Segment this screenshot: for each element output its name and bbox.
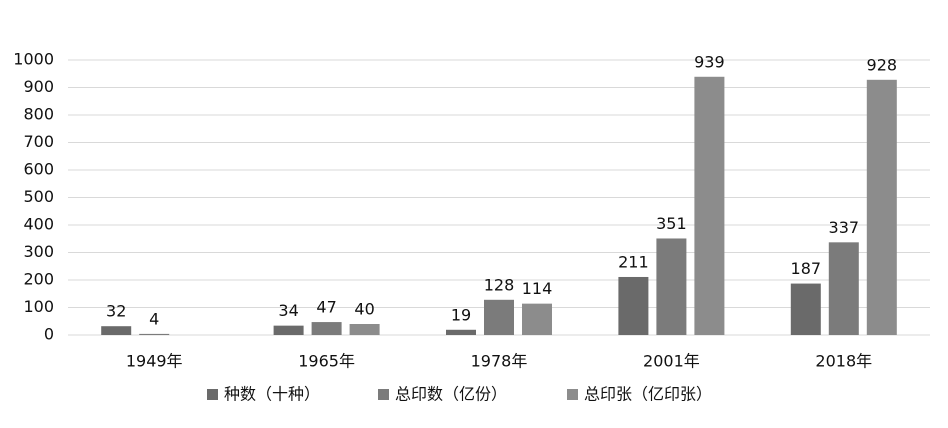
y-tick-label: 500: [23, 187, 54, 206]
data-label: 928: [867, 55, 898, 74]
bar: [484, 299, 514, 335]
bar: [618, 276, 649, 335]
data-label: 114: [522, 279, 553, 298]
bar: [828, 242, 859, 335]
legend-label: 总印张（亿印张）: [584, 385, 712, 404]
data-label: 211: [618, 252, 649, 271]
y-tick-label: 600: [23, 160, 54, 179]
legend-swatch: [207, 389, 218, 400]
y-tick-label: 900: [23, 77, 54, 96]
y-tick-label: 300: [23, 242, 54, 261]
y-tick-label: 0: [44, 325, 54, 344]
y-tick-label: 700: [23, 132, 54, 151]
data-label: 337: [829, 218, 860, 237]
data-label: 351: [656, 214, 687, 233]
x-tick-label: 2001年: [643, 352, 700, 371]
x-tick-label: 1978年: [471, 352, 528, 371]
bar: [790, 283, 821, 335]
bar: [694, 76, 725, 336]
data-label: 34: [278, 301, 298, 320]
data-label: 40: [354, 300, 374, 319]
legend-label: 总印数（亿份）: [395, 385, 507, 404]
bar: [522, 303, 552, 335]
data-label: 47: [316, 298, 336, 317]
bar: [273, 325, 304, 335]
legend-swatch: [378, 389, 389, 400]
bar: [656, 238, 687, 335]
bar: [349, 324, 380, 335]
data-label: 32: [106, 302, 126, 321]
data-label: 128: [484, 275, 515, 294]
data-label: 19: [451, 305, 471, 324]
y-tick-label: 400: [23, 215, 54, 234]
data-label: 187: [791, 259, 822, 278]
x-tick-label: 1965年: [298, 352, 355, 371]
y-tick-label: 800: [23, 105, 54, 124]
data-label: 4: [149, 309, 159, 328]
bar: [139, 333, 170, 335]
data-label: 939: [694, 52, 725, 71]
y-tick-label: 100: [23, 297, 54, 316]
bar: [446, 329, 476, 335]
bar: [866, 79, 897, 335]
bar: [311, 322, 342, 335]
y-tick-label: 1000: [13, 50, 54, 69]
legend-swatch: [567, 389, 578, 400]
x-tick-label: 1949年: [126, 352, 183, 371]
y-tick-label: 200: [23, 270, 54, 289]
bar: [101, 326, 132, 335]
x-tick-label: 2018年: [815, 352, 872, 371]
legend-label: 种数（十种）: [224, 385, 320, 404]
